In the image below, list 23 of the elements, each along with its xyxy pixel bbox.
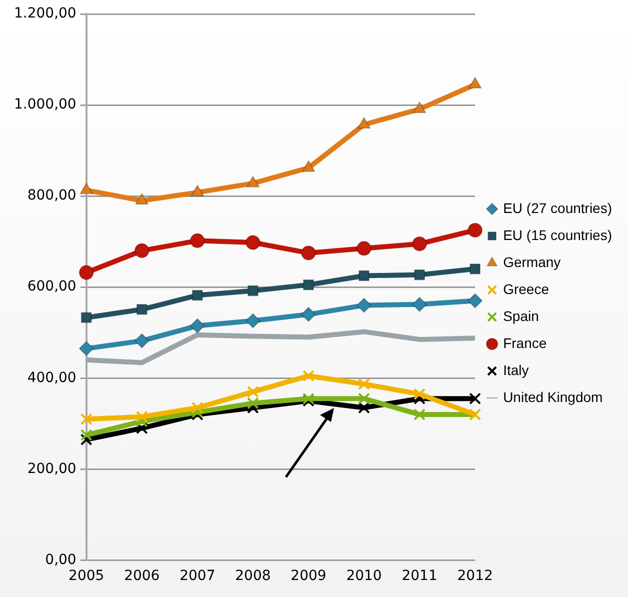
x-tick-label: 2009	[290, 568, 326, 584]
x-tick-label: 2010	[346, 568, 382, 584]
y-tick-label: 0,00	[45, 552, 76, 568]
x-tick-label: 2006	[124, 568, 160, 584]
y-tick-label: 1.200,00	[14, 6, 76, 22]
y-tick-label: 400,00	[27, 370, 76, 386]
x-tick-label: 2012	[457, 568, 493, 584]
x-tick-label: 2011	[402, 568, 438, 584]
legend-label: Germany	[503, 254, 561, 270]
legend-label: Spain	[503, 308, 539, 324]
legend-label: France	[503, 334, 547, 351]
y-tick-label: 200,00	[27, 460, 76, 477]
legend-label: EU (15 countries)	[503, 226, 612, 243]
x-tick-label: 2008	[235, 568, 271, 584]
legend-label: Italy	[503, 362, 529, 378]
legend-label: EU (27 countries)	[503, 200, 612, 216]
y-tick-label: 1.000,00	[14, 96, 76, 113]
y-tick-label: 600,00	[27, 278, 76, 295]
y-tick-label: 800,00	[27, 188, 76, 204]
legend-label: United Kingdom	[503, 388, 603, 405]
x-tick-label: 2007	[180, 568, 216, 584]
x-tick-label: 2005	[68, 568, 104, 584]
legend-label: Greece	[503, 280, 550, 297]
